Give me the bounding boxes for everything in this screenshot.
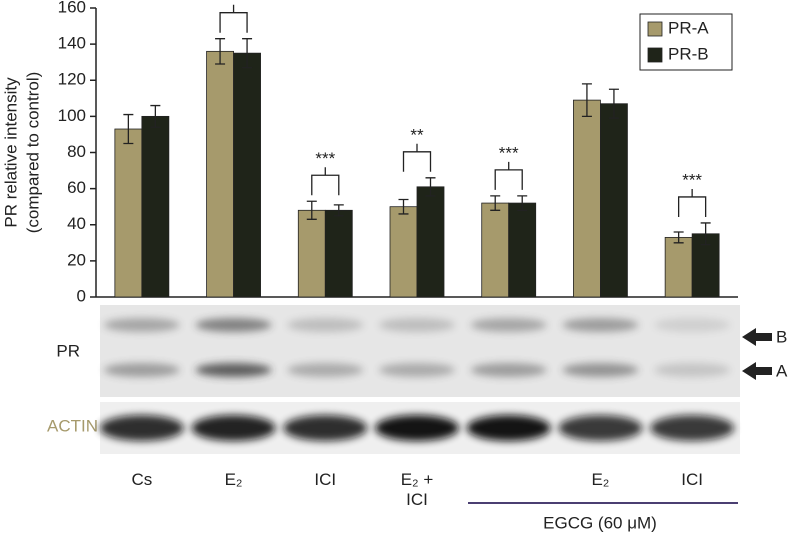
blot-band (195, 318, 272, 332)
y-axis-title: (compared to control) (23, 72, 42, 234)
x-tick-label: E₂ (591, 470, 610, 489)
error-bar (150, 104, 161, 128)
x-tick-label: Cs (131, 470, 153, 489)
blot-band (654, 363, 731, 377)
blot-band (103, 318, 180, 332)
error-bar (215, 38, 226, 65)
significance-bracket (311, 167, 340, 196)
y-tick-label: 40 (67, 214, 86, 233)
blot-band (470, 363, 547, 377)
blot-band (466, 415, 551, 441)
significance-label: *** (315, 149, 335, 168)
error-bar (700, 222, 711, 246)
y-tick-label: 80 (67, 142, 86, 161)
blot-band (650, 415, 735, 441)
bar (389, 206, 418, 298)
bar (416, 186, 445, 298)
bar (297, 209, 326, 298)
blot-band (283, 415, 368, 441)
blot-band (562, 318, 639, 332)
y-tick-label: 0 (77, 286, 86, 305)
pr-label: PR (56, 341, 80, 360)
blot-band (103, 363, 180, 377)
x-tick-label: E₂ + ICI (400, 470, 434, 509)
y-tick-label: 100 (58, 106, 86, 125)
bar (114, 128, 143, 298)
error-bar (608, 88, 619, 119)
x-tick-label: ICI (314, 470, 337, 489)
blot-band (191, 415, 276, 441)
significance-bracket (677, 188, 707, 217)
blot-band (562, 363, 639, 377)
y-tick-label: 60 (67, 178, 86, 197)
y-tick-label: 160 (58, 0, 86, 16)
error-bar (673, 231, 684, 244)
error-bar (242, 38, 253, 69)
blot-band (654, 318, 731, 332)
bar (141, 115, 170, 298)
y-tick-label: 120 (58, 70, 86, 89)
group-label: EGCG (60 μM) (543, 513, 657, 532)
significance-bracket (494, 161, 523, 190)
bar (481, 202, 510, 298)
bar (664, 236, 693, 298)
legend-swatch (647, 47, 663, 63)
significance-label: *** (499, 143, 519, 162)
blot-band (287, 363, 364, 377)
band-a-label: A (776, 361, 788, 380)
significance-bracket (219, 4, 248, 33)
significance-label: *** (682, 170, 702, 189)
blot-band (558, 415, 643, 441)
y-axis-title: PR relative intensity (1, 77, 20, 228)
error-bar (306, 200, 317, 220)
blot-band (375, 415, 459, 441)
bar (206, 50, 234, 298)
x-tick-label: ICI (681, 470, 703, 489)
error-bar (333, 204, 344, 217)
error-bar (517, 195, 528, 211)
bar (573, 99, 601, 298)
blot-band (470, 318, 547, 332)
bar (324, 209, 353, 298)
legend-label: PR-A (668, 18, 709, 37)
error-bar (490, 195, 501, 211)
significance-label: ** (410, 125, 424, 144)
actin-label: ACTIN (47, 416, 98, 435)
x-tick-label: E₂ (224, 470, 243, 489)
significance-label: * (230, 0, 237, 5)
significance-bracket (402, 143, 432, 172)
error-bar (398, 198, 409, 215)
y-tick-label: 20 (67, 250, 86, 269)
bar (233, 52, 261, 298)
bar (600, 103, 628, 298)
blot-band (99, 415, 184, 441)
legend-swatch (647, 21, 663, 37)
blot-band (379, 318, 455, 332)
band-b-label: B (776, 327, 787, 346)
bar (508, 202, 537, 298)
blot-band (287, 318, 364, 332)
blot-band (379, 363, 455, 377)
y-tick-label: 140 (58, 34, 86, 53)
legend-label: PR-B (668, 44, 709, 63)
arrow-b (742, 328, 772, 346)
arrow-a (742, 362, 772, 380)
error-bar (123, 113, 134, 145)
blot-band (195, 363, 272, 377)
error-bar (425, 177, 436, 197)
error-bar (581, 83, 592, 118)
